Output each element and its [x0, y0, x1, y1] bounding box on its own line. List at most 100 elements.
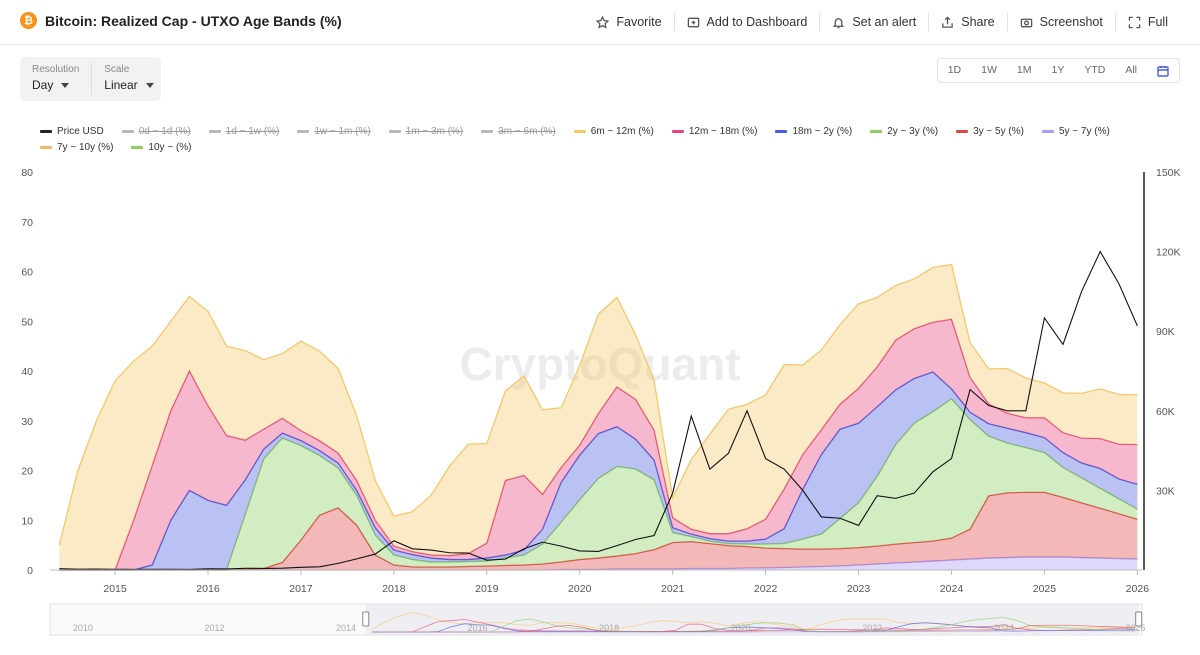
y-tick-label: 20 — [21, 466, 33, 478]
chart-legend: Price USD 0d ~ 1d (%) 1d ~ 1w (%) 1w ~ 1m (… — [40, 125, 1180, 153]
legend-swatch — [388, 129, 401, 133]
legend-label: 1m ~ 3m (%) — [405, 125, 464, 137]
fullscreen-label: Full — [1147, 15, 1168, 29]
y-tick-label: 30 — [21, 416, 33, 428]
scale-select[interactable]: Scale Linear — [91, 63, 165, 95]
y-tick-label: 60 — [21, 267, 33, 279]
legend-item[interactable]: 2y ~ 3y (%) — [870, 125, 938, 137]
x-tick-label: 2022 — [754, 583, 778, 595]
navigator-tick-label: 2022 — [862, 623, 882, 633]
legend-swatch — [40, 145, 52, 149]
x-tick-label: 2026 — [1126, 583, 1150, 595]
range-navigator: 2010 2012 2014 2016 2018 2020 2022 2024 2026 — [49, 603, 1145, 636]
x-tick-label: 2018 — [382, 583, 406, 595]
share-button[interactable]: Share — [928, 13, 1006, 31]
area-series-line — [58, 263, 1138, 546]
navigator-handle[interactable] — [1135, 611, 1143, 627]
legend-item[interactable]: 0d ~ 1d (%) — [121, 125, 191, 137]
legend-label: 3y ~ 5y (%) — [973, 125, 1024, 137]
star-icon — [596, 15, 610, 29]
range-1y[interactable]: 1Y — [1051, 64, 1065, 76]
range-1w[interactable]: 1W — [981, 64, 997, 76]
x-tick-label: 2016 — [196, 583, 220, 595]
y-tick-label: 50 — [21, 316, 33, 328]
legend-item[interactable]: 18m ~ 2y (%) — [775, 125, 852, 137]
fullscreen-icon — [1128, 16, 1141, 28]
legend-swatch — [671, 129, 684, 133]
camera-icon — [1020, 18, 1032, 27]
legend-swatch — [131, 145, 144, 149]
favorite-label: Favorite — [616, 15, 662, 29]
legend-item[interactable]: 12m ~ 18m (%) — [671, 125, 758, 137]
legend-item[interactable]: 3m ~ 6m (%) — [481, 125, 556, 137]
x-tick-label: 2017 — [289, 583, 313, 595]
resolution-select[interactable]: Resolution Day — [20, 57, 91, 101]
y2-tick-label: 90K — [1156, 326, 1175, 338]
legend-item[interactable]: 5y ~ 7y (%) — [1041, 125, 1110, 137]
y-tick-label: 80 — [21, 167, 33, 179]
chart-controls: Resolution Day Scale Linear — [20, 57, 161, 101]
add-to-dashboard-label: Add to Dashboard — [706, 15, 808, 29]
legend-label: 18m ~ 2y (%) — [792, 125, 853, 137]
x-tick-label: 2025 — [1033, 583, 1057, 595]
legend-item[interactable]: 10y ~ (%) — [131, 141, 192, 153]
range-ytd[interactable]: YTD — [1084, 64, 1106, 76]
legend-label: 10y ~ (%) — [148, 141, 192, 153]
y-tick-label: 40 — [21, 366, 33, 378]
navigator-series-line — [372, 611, 1136, 631]
legend-item[interactable]: 1d ~ 1w (%) — [208, 125, 279, 137]
legend-label: 7y ~ 10y (%) — [57, 141, 114, 153]
legend-label: 5y ~ 7y (%) — [1058, 125, 1110, 137]
scale-value: Linear — [104, 78, 138, 92]
legend-label: 12m ~ 18m (%) — [688, 125, 758, 137]
range-all[interactable]: All — [1125, 64, 1137, 76]
chevron-down-icon — [61, 82, 70, 88]
x-tick-label: 2019 — [475, 583, 499, 595]
legend-label: 2y ~ 3y (%) — [887, 125, 939, 137]
y2-tick-label: 150K — [1156, 167, 1181, 179]
set-alert-label: Set an alert — [852, 15, 917, 29]
legend-item[interactable]: 3y ~ 5y (%) — [956, 125, 1024, 137]
navigator-tick-label: 2024 — [994, 623, 1014, 633]
area-series-line — [59, 371, 1138, 571]
screenshot-button[interactable]: Screenshot — [1006, 13, 1115, 31]
legend-swatch — [121, 129, 134, 133]
navigator-series-line — [372, 630, 1136, 633]
legend-swatch — [573, 129, 586, 133]
legend-item[interactable]: Price USD — [40, 125, 104, 137]
y2-tick-label: 60K — [1156, 406, 1175, 418]
legend-item[interactable]: 6m ~ 12m (%) — [573, 125, 654, 137]
navigator-tick-label: 2018 — [599, 623, 619, 633]
area-series-line — [59, 318, 1138, 571]
legend-item[interactable]: 1w ~ 1m (%) — [297, 125, 371, 137]
legend-swatch — [956, 129, 969, 133]
share-label: Share — [961, 15, 995, 29]
set-alert-button[interactable]: Set an alert — [819, 13, 928, 31]
legend-label: 1w ~ 1m (%) — [314, 125, 371, 137]
bitcoin-logo-icon: ₿ — [20, 12, 37, 29]
add-to-dashboard-button[interactable]: Add to Dashboard — [673, 13, 820, 31]
x-tick-label: 2021 — [661, 583, 685, 595]
legend-swatch — [40, 129, 52, 133]
area-series — [59, 398, 1138, 570]
title-group: ₿ Bitcoin: Realized Cap - UTXO Age Bands… — [20, 12, 342, 29]
calendar-icon — [1157, 65, 1169, 77]
favorite-button[interactable]: Favorite — [584, 13, 673, 31]
y-tick-label: 10 — [21, 515, 33, 527]
legend-swatch — [1041, 129, 1054, 133]
y-tick-label: 70 — [21, 217, 33, 229]
navigator-handle[interactable] — [362, 611, 370, 627]
dashboard-add-icon — [687, 17, 699, 27]
calendar-button[interactable] — [1147, 59, 1179, 82]
navigator-tick-label: 2016 — [468, 623, 488, 633]
x-tick-label: 2023 — [847, 583, 871, 595]
bell-icon — [833, 17, 845, 28]
fullscreen-button[interactable]: Full — [1114, 13, 1180, 31]
area-series — [59, 319, 1138, 570]
legend-label: Price USD — [57, 125, 104, 137]
legend-item[interactable]: 7y ~ 10y (%) — [40, 141, 113, 153]
range-1m[interactable]: 1M — [1016, 64, 1032, 76]
screenshot-label: Screenshot — [1039, 15, 1103, 29]
range-1d[interactable]: 1D — [947, 64, 962, 76]
legend-item[interactable]: 1m ~ 3m (%) — [388, 125, 464, 137]
